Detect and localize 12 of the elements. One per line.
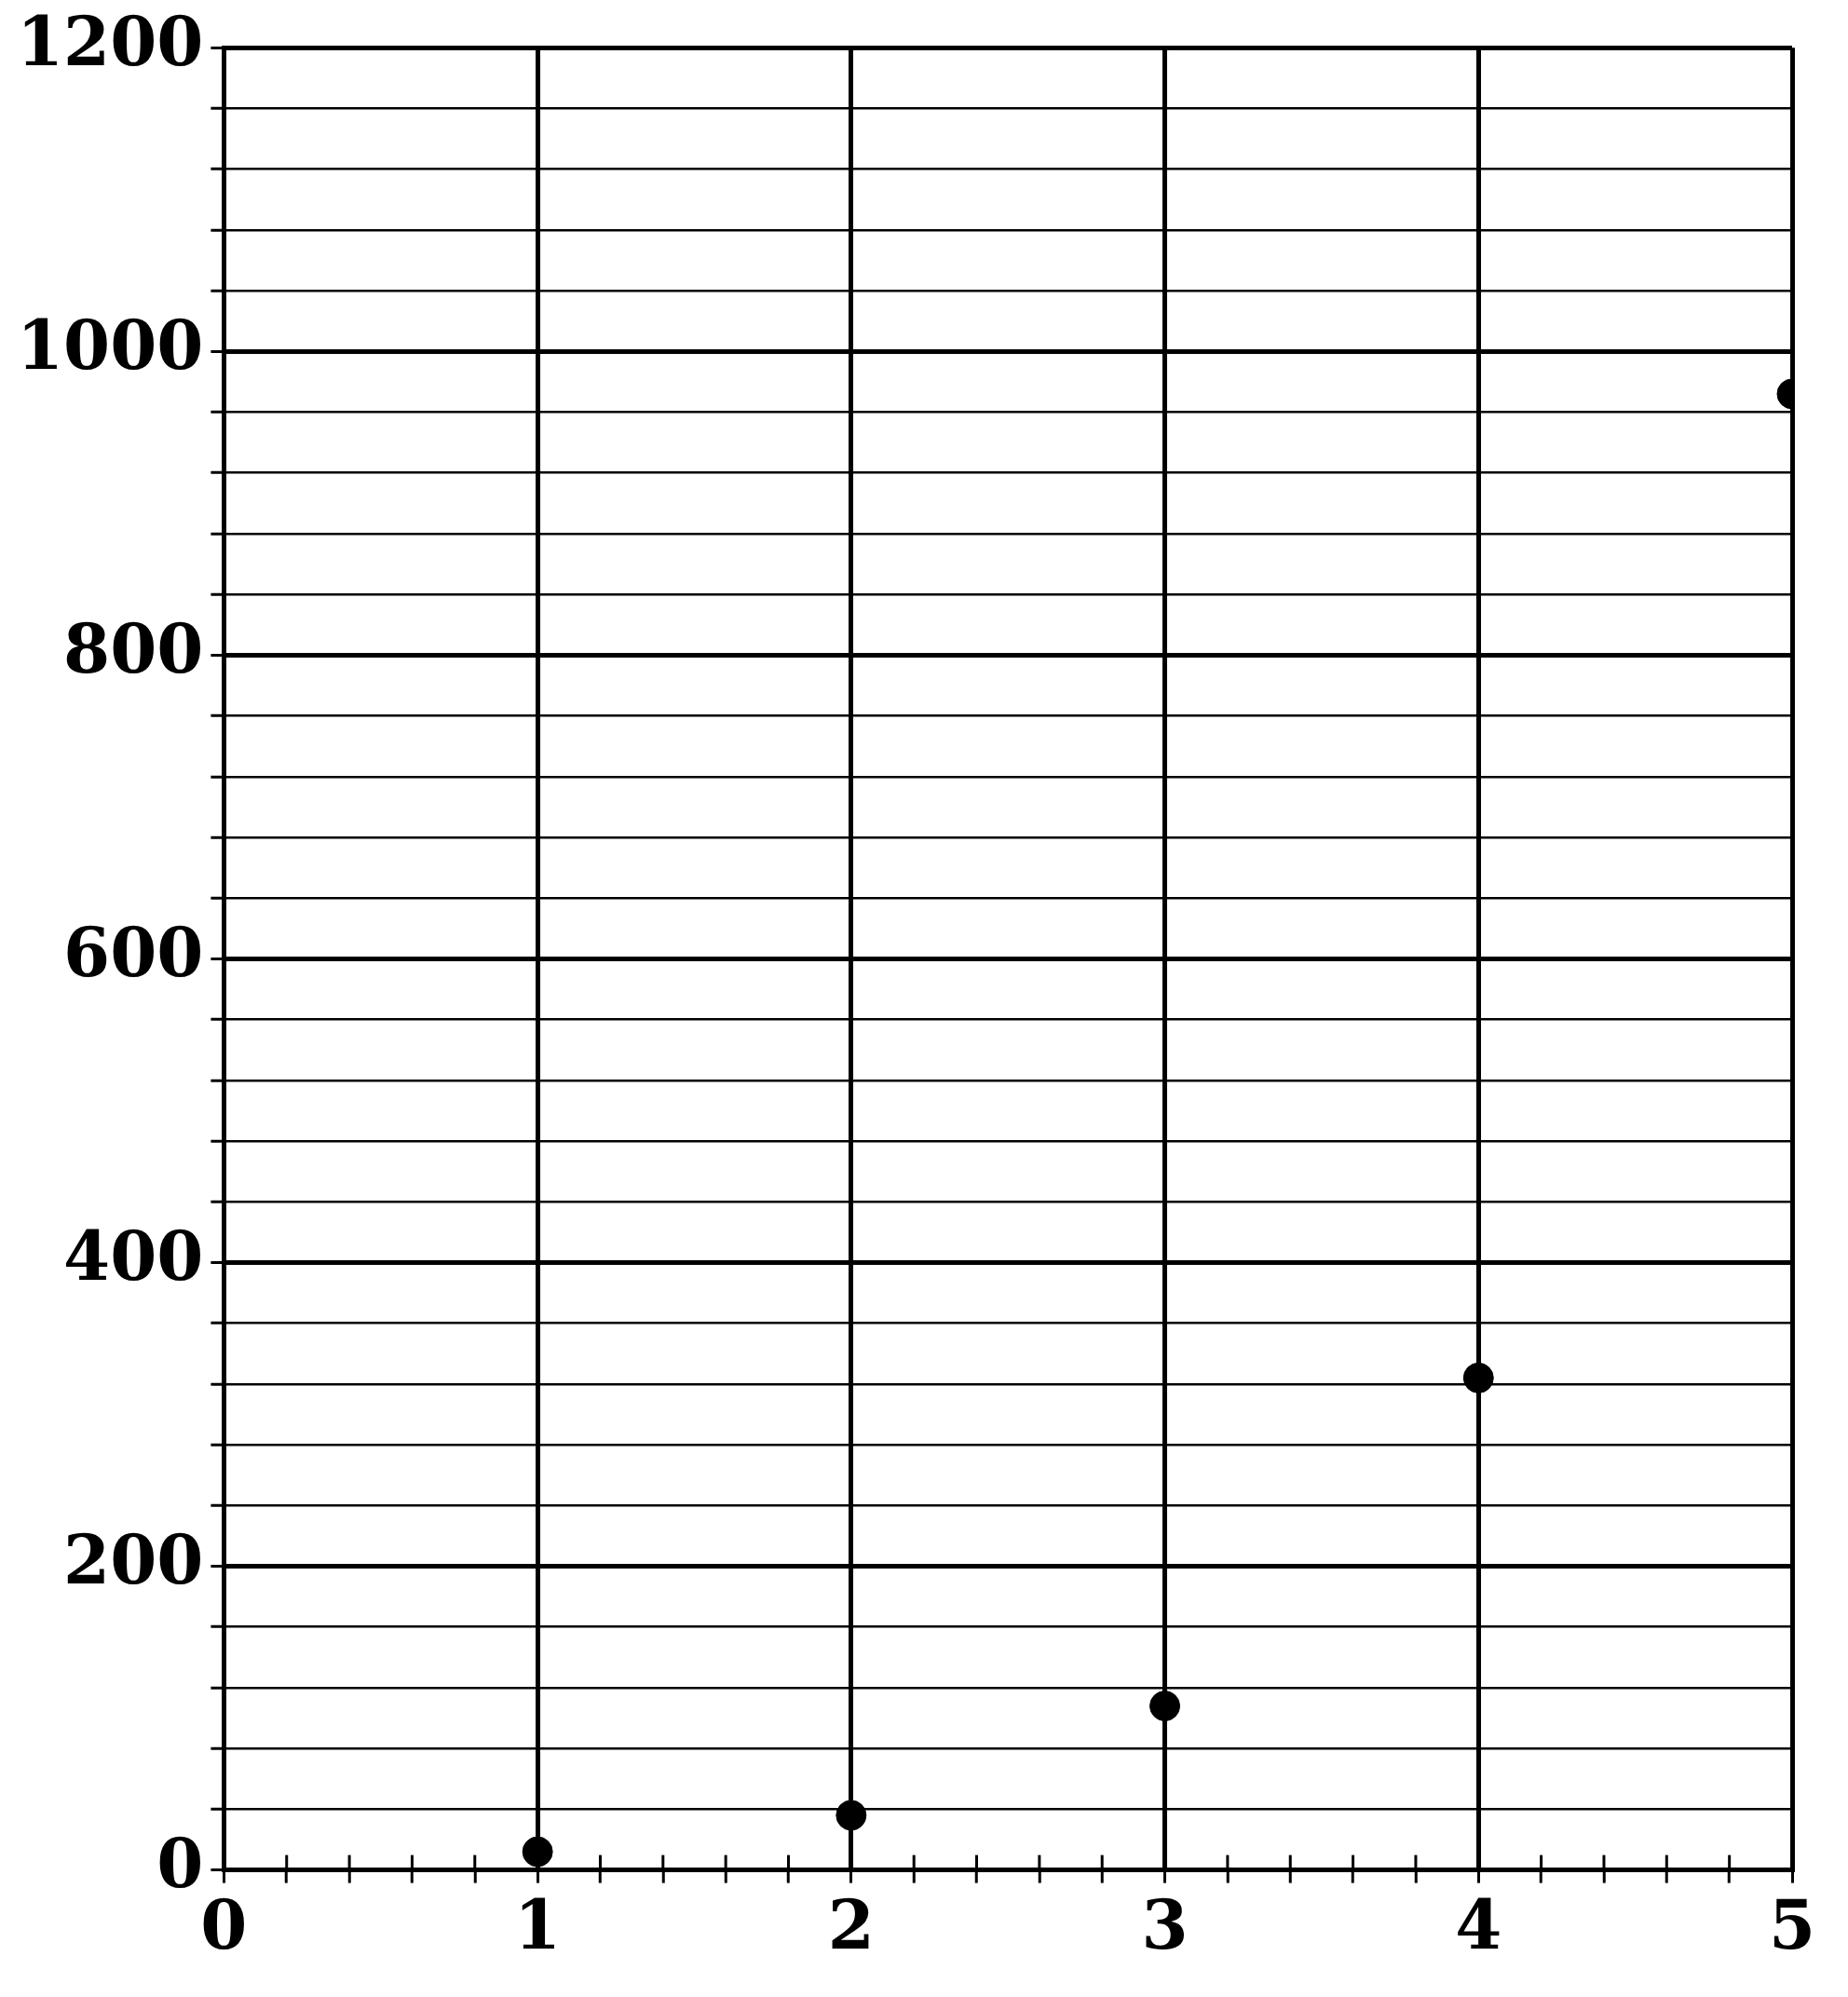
x-tick-label: 3 (1141, 1884, 1189, 1964)
y-tick-label: 1000 (17, 305, 204, 385)
y-tick-label: 0 (156, 1824, 204, 1904)
y-tick-label: 600 (63, 913, 204, 993)
y-tick-label: 200 (63, 1520, 204, 1600)
y-tick-label: 800 (63, 609, 204, 689)
y-tick-label: 1200 (17, 1, 204, 81)
x-tick-label: 1 (514, 1884, 562, 1964)
x-tick-label: 4 (1455, 1884, 1502, 1964)
x-tick-label: 2 (827, 1884, 875, 1964)
y-tick-label: 400 (63, 1216, 204, 1297)
x-tick-label: 5 (1768, 1884, 1816, 1964)
